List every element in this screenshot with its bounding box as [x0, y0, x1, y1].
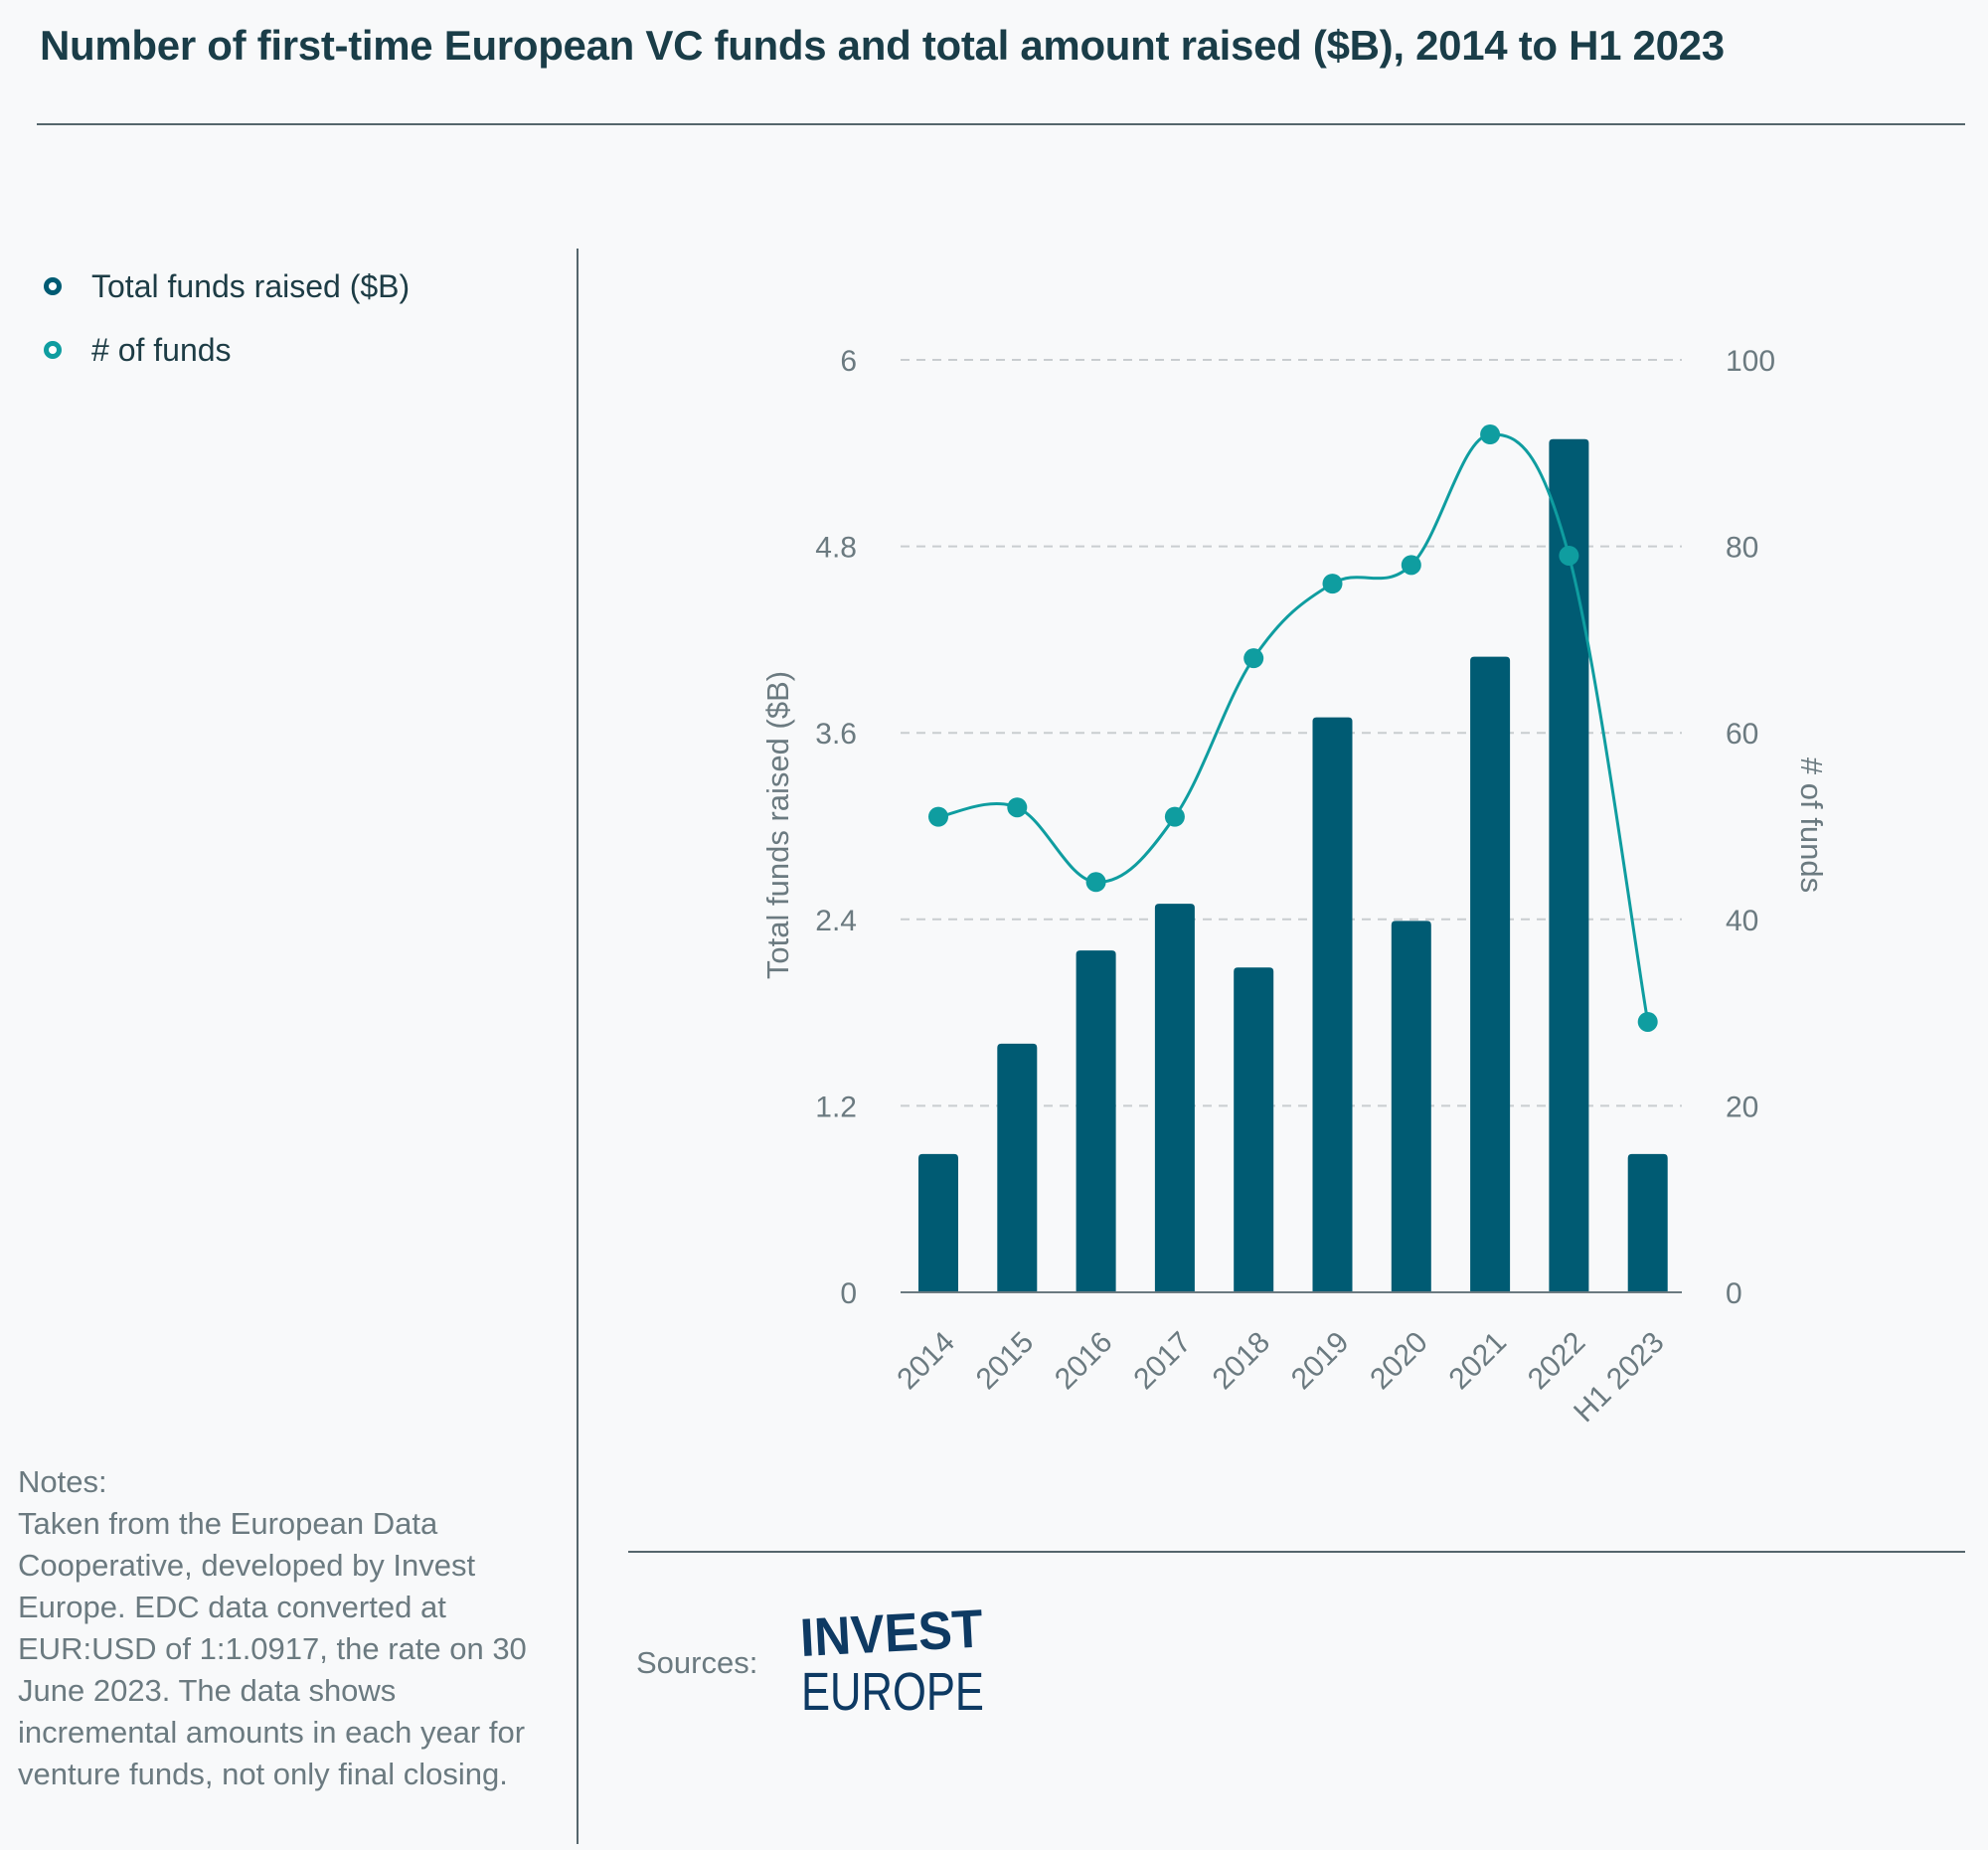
panel-divider [577, 249, 579, 1844]
bar [1627, 1153, 1668, 1292]
bar [1470, 656, 1511, 1292]
left-axis-tick-label: 4.8 [815, 532, 857, 565]
chart-legend: Total funds raised ($B) # of funds [44, 266, 410, 394]
left-axis-tick-label: 2.4 [815, 905, 857, 937]
bar [1076, 950, 1116, 1292]
line-point [1401, 555, 1421, 576]
x-axis-tick-label: 2014 [891, 1326, 961, 1397]
bars [918, 438, 1668, 1293]
bar [918, 1153, 958, 1292]
right-axis-tick-label: 20 [1726, 1091, 1758, 1123]
line-point [1480, 424, 1501, 445]
bar [1549, 438, 1589, 1293]
combo-chart: 0 1.2 2.4 3.6 4.8 6 0 20 40 60 80 100 2014 2015 2016… [760, 345, 1829, 1430]
legend-marker-num-funds [44, 341, 62, 359]
x-axis-tick-label: 2015 [970, 1326, 1041, 1397]
x-axis-tick-label: 2018 [1207, 1326, 1277, 1397]
line-series [928, 424, 1658, 1032]
line-point [1007, 797, 1028, 818]
x-axis-tick-label: 2021 [1443, 1326, 1514, 1397]
x-axis-tick-label: 2016 [1049, 1326, 1119, 1397]
right-axis-tick-label: 40 [1726, 905, 1758, 937]
funds-count-line [937, 432, 1650, 1023]
left-axis-tick-label: 1.2 [815, 1091, 857, 1123]
left-axis-title: Total funds raised ($B) [760, 671, 795, 979]
title-divider [37, 123, 1965, 125]
legend-label-total-funds: Total funds raised ($B) [91, 267, 411, 304]
line-point [1164, 806, 1185, 827]
left-axis-tick-label: 3.6 [815, 718, 857, 751]
right-axis-ticks: 0 20 40 60 80 100 [1726, 345, 1775, 1310]
right-axis-tick-label: 60 [1726, 718, 1758, 751]
chart-title: Number of first-time European VC funds a… [40, 22, 1725, 69]
line-point [1322, 574, 1343, 594]
bar [997, 1043, 1038, 1292]
right-axis-title: # of funds [1794, 757, 1829, 893]
invest-europe-logo: INVEST EUROPE [799, 1598, 984, 1718]
logo-text-invest: INVEST [799, 1598, 984, 1668]
right-axis-tick-label: 80 [1726, 532, 1758, 565]
line-point [1243, 648, 1264, 669]
x-axis-tick-label: 2017 [1127, 1326, 1198, 1397]
legend-marker-total-funds [44, 277, 62, 295]
notes: Notes: Taken from the European Data Coop… [18, 1461, 555, 1795]
line-point [1637, 1011, 1658, 1032]
sources-divider [628, 1551, 1965, 1553]
legend-item-num-funds: # of funds [44, 330, 410, 370]
bar [1391, 921, 1431, 1292]
x-axis-tick-label: 2020 [1364, 1326, 1434, 1397]
line-point [1085, 872, 1106, 893]
notes-body: Taken from the European Data Cooperative… [18, 1506, 527, 1791]
bar [1312, 717, 1353, 1292]
line-point [928, 806, 948, 827]
legend-item-total-funds: Total funds raised ($B) [44, 266, 410, 306]
sources-label: Sources: [636, 1645, 758, 1680]
left-axis-tick-label: 0 [840, 1277, 857, 1310]
bar [1154, 904, 1195, 1292]
x-axis-tick-label: 2019 [1285, 1326, 1356, 1397]
legend-label-num-funds: # of funds [91, 331, 232, 368]
right-axis-tick-label: 0 [1726, 1277, 1742, 1310]
left-axis-ticks: 0 1.2 2.4 3.6 4.8 6 [815, 345, 857, 1310]
right-axis-tick-label: 100 [1726, 345, 1775, 378]
bar [1234, 967, 1274, 1292]
line-point [1559, 545, 1579, 566]
left-axis-tick-label: 6 [840, 345, 857, 378]
notes-heading: Notes: [18, 1464, 107, 1499]
logo-text-europe: EUROPE [801, 1662, 984, 1718]
x-axis-tick-label: 2022 [1522, 1326, 1592, 1397]
